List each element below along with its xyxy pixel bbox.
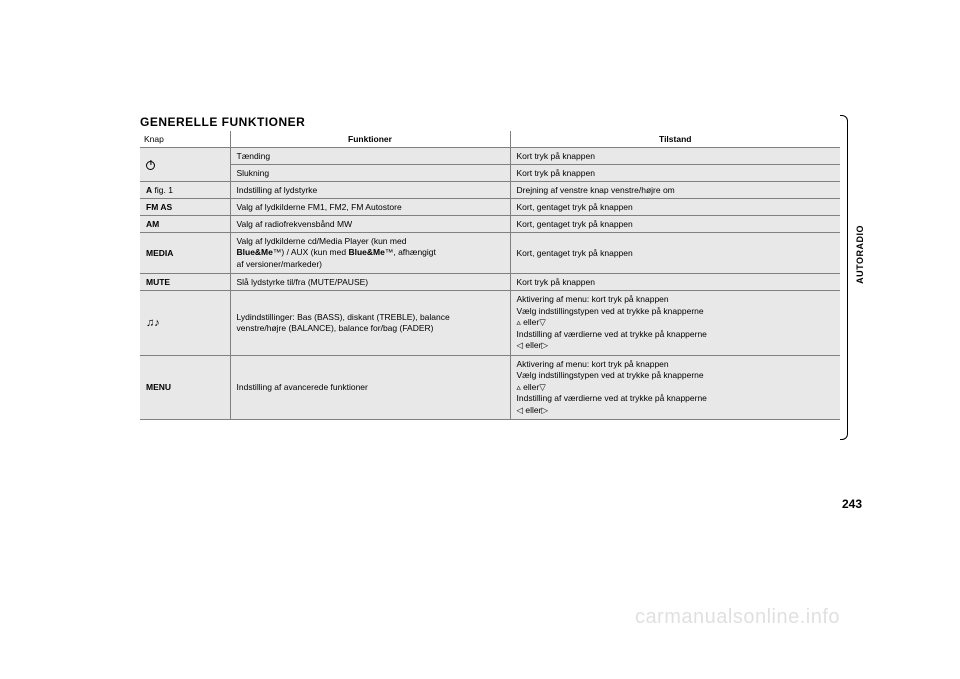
power-icon (146, 161, 155, 170)
sidebar-label: AUTORADIO (855, 225, 865, 284)
cell-tilstand: Kort, gentaget tryk på knappen (510, 199, 840, 216)
cell-knap-music: ♫♪ (140, 291, 230, 355)
knap-bold: AM (146, 219, 159, 229)
table-row: FM AS Valg af lydkilderne FM1, FM2, FM A… (140, 199, 840, 216)
watermark: carmanualsonline.info (635, 606, 840, 629)
header-tilstand: Tilstand (510, 131, 840, 148)
table-row: MEDIA Valg af lydkilderne cd/Media Playe… (140, 233, 840, 274)
cell-knap: MUTE (140, 274, 230, 291)
knap-bold: MEDIA (146, 248, 173, 258)
knap-bold: MUTE (146, 277, 170, 287)
knap-bold: FM AS (146, 202, 172, 212)
cell-tilstand: Kort tryk på knappen (510, 148, 840, 165)
side-bracket (840, 115, 848, 440)
cell-funktioner: Indstilling af avancerede funktioner (230, 355, 510, 419)
cell-funktioner: Valg af radiofrekvensbånd MW (230, 216, 510, 233)
table-row: A fig. 1 Indstilling af lydstyrke Drejni… (140, 182, 840, 199)
cell-tilstand: Drejning af venstre knap venstre/højre o… (510, 182, 840, 199)
table-row: AM Valg af radiofrekvensbånd MW Kort, ge… (140, 216, 840, 233)
cell-funktioner: Valg af lydkilderne cd/Media Player (kun… (230, 233, 510, 274)
cell-tilstand: Aktivering af menu: kort tryk på knappen… (510, 355, 840, 419)
cell-tilstand: Aktivering af menu: kort tryk på knappen… (510, 291, 840, 355)
cell-tilstand: Kort tryk på knappen (510, 165, 840, 182)
table-header-row: Knap Funktioner Tilstand (140, 131, 840, 148)
cell-knap: FM AS (140, 199, 230, 216)
cell-funktioner: Valg af lydkilderne FM1, FM2, FM Autosto… (230, 199, 510, 216)
cell-knap: MEDIA (140, 233, 230, 274)
cell-tilstand: Kort, gentaget tryk på knappen (510, 216, 840, 233)
cell-knap: A fig. 1 (140, 182, 230, 199)
cell-funktioner: Slå lydstyrke til/fra (MUTE/PAUSE) (230, 274, 510, 291)
knap-normal: fig. 1 (152, 185, 173, 195)
cell-knap-power (140, 148, 230, 182)
page-title: GENERELLE FUNKTIONER (140, 115, 840, 129)
cell-knap: AM (140, 216, 230, 233)
music-icon: ♫♪ (146, 317, 160, 329)
table-row: ♫♪ Lydindstillinger: Bas (BASS), diskant… (140, 291, 840, 355)
cell-funktioner: Indstilling af lydstyrke (230, 182, 510, 199)
table-row: MUTE Slå lydstyrke til/fra (MUTE/PAUSE) … (140, 274, 840, 291)
page-content: GENERELLE FUNKTIONER Knap Funktioner Til… (140, 115, 840, 420)
cell-funktioner: Slukning (230, 165, 510, 182)
cell-knap: MENU (140, 355, 230, 419)
cell-tilstand: Kort tryk på knappen (510, 274, 840, 291)
cell-funktioner: Tænding (230, 148, 510, 165)
cell-funktioner: Lydindstillinger: Bas (BASS), diskant (T… (230, 291, 510, 355)
table-row: MENU Indstilling af avancerede funktione… (140, 355, 840, 419)
table-row: Slukning Kort tryk på knappen (140, 165, 840, 182)
cell-tilstand: Kort, gentaget tryk på knappen (510, 233, 840, 274)
knap-bold: MENU (146, 382, 171, 392)
functions-table: Knap Funktioner Tilstand Tænding Kort tr… (140, 131, 840, 420)
header-knap: Knap (140, 131, 230, 148)
page-number: 243 (842, 497, 862, 511)
header-funktioner: Funktioner (230, 131, 510, 148)
table-row: Tænding Kort tryk på knappen (140, 148, 840, 165)
